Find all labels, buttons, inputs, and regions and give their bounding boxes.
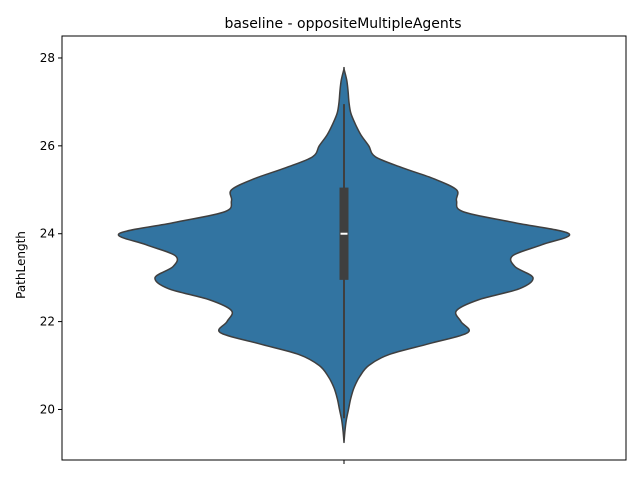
chart-title: baseline - oppositeMultipleAgents: [224, 16, 461, 32]
y-axis-label: PathLength: [14, 231, 28, 299]
y-tick-label: 26: [40, 139, 55, 153]
y-tick-label: 24: [40, 227, 55, 241]
plot-area: 20 22 24 26 28: [40, 35, 627, 464]
y-tick-label: 22: [40, 315, 55, 329]
y-tick-label: 28: [40, 51, 55, 65]
y-tick-label: 20: [40, 402, 55, 416]
